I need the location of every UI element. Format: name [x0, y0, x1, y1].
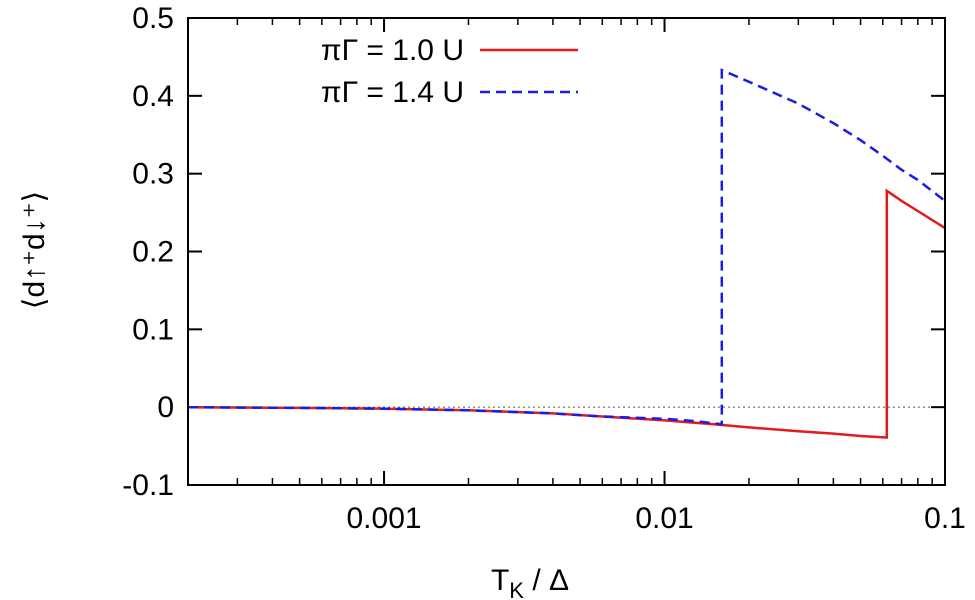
series-layer: [187, 68, 946, 439]
series-line-1: [187, 188, 946, 439]
plot-frame: [187, 17, 946, 486]
legend-label-1: πΓ = 1.0 U: [321, 34, 464, 67]
y-tick-label: 0.3: [132, 158, 174, 191]
y-tick-label: 0: [157, 391, 174, 424]
y-axis-label: ⟨d↑⁺d↓⁺⟩: [18, 191, 51, 309]
x-tick-label: 0.01: [635, 502, 693, 535]
x-axis-label: TK / Δ: [491, 564, 569, 600]
legend-label-2: πΓ = 1.4 U: [321, 76, 464, 109]
series-line-2: [187, 68, 946, 426]
legend: πΓ = 1.0 U πΓ = 1.4 U: [321, 34, 578, 109]
y-tick-label: 0.1: [132, 313, 174, 346]
x-axis-label-main: T: [491, 564, 509, 597]
y-tick-label: 0.5: [132, 2, 174, 35]
y-tick-label: 0.2: [132, 236, 174, 269]
y-tick-label: -0.1: [122, 469, 174, 502]
x-tick-label: 0.001: [347, 502, 422, 535]
x-axis-label-rest: / Δ: [524, 564, 569, 597]
x-axis-label-subscript: K: [509, 578, 524, 600]
x-tick-label: 0.1: [924, 502, 966, 535]
ticks-layer: -0.1 0 0.1 0.2 0.3 0.4 0.5 0.001 0.01 0.1: [122, 2, 966, 535]
y-tick-label: 0.4: [132, 80, 174, 113]
